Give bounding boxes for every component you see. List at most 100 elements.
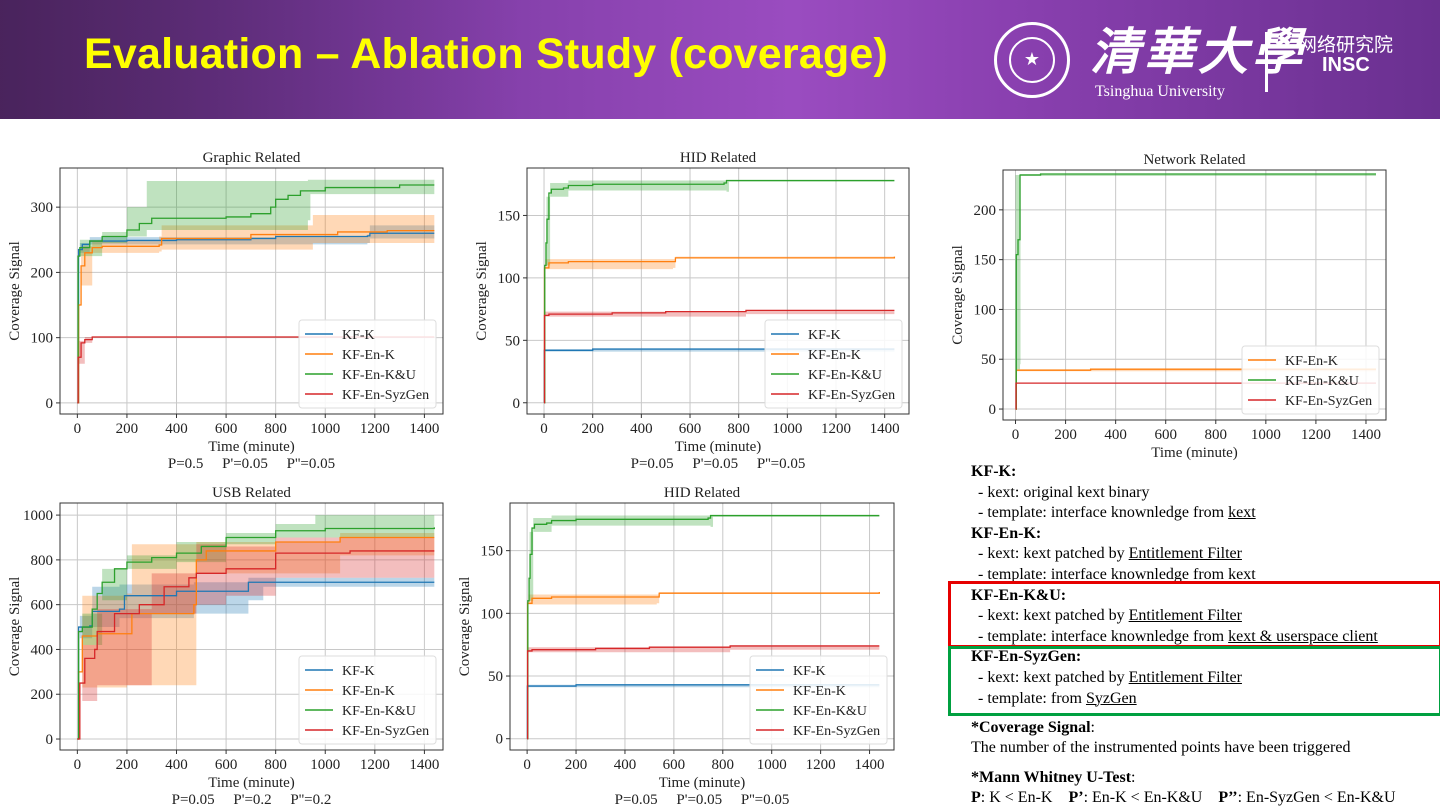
plot-frame xyxy=(509,502,895,751)
seal-inner-ring: ★ xyxy=(1009,37,1055,83)
legend-label: KF-En-K&U xyxy=(1285,374,1359,389)
x-tick-label: 600 xyxy=(1154,427,1177,443)
series-line-kf-en-syzgen xyxy=(526,645,880,740)
y-axis-label: Coverage Signal xyxy=(7,577,23,677)
x-tick-label: 1200 xyxy=(360,421,390,437)
x-tick-label: 200 xyxy=(116,421,139,437)
legend-label: KF-En-K&U xyxy=(808,368,882,383)
x-tick-label: 1400 xyxy=(409,421,439,437)
coverage-signal-definition: *Coverage Signal: The number of the inst… xyxy=(971,718,1350,758)
series-line-kf-en-k&u xyxy=(544,179,895,404)
x-tick-label: 1200 xyxy=(806,757,836,773)
p-double-prime-definition: : En-SyzGen < En-K&U xyxy=(1237,789,1396,806)
legend-label: KF-En-SyzGen xyxy=(808,388,895,403)
legend-box xyxy=(298,655,437,745)
text: - template: from xyxy=(978,689,1086,707)
y-tick-label: 200 xyxy=(31,687,54,703)
chart-hid-related: 0 200 400 600 800 1000 1200 1400 0 50 100 150 HID Re… xyxy=(457,485,895,808)
series-line-kf-k xyxy=(77,232,435,404)
p-value-definitions: P: K < En-K P’: En-K < En-K&U P’’: En-Sy… xyxy=(971,788,1396,808)
x-axis-label: Time (minute) xyxy=(675,439,762,455)
legend-label: KF-K xyxy=(793,664,826,679)
x-tick-label: 1400 xyxy=(409,757,439,773)
legend-label: KF-En-K xyxy=(342,684,395,699)
x-tick-label: 200 xyxy=(565,757,588,773)
p-label: P xyxy=(971,789,981,806)
chart-title: Network Related xyxy=(1143,152,1246,168)
mann-whitney-definition: *Mann Whitney U-Test: P: K < En-K P’: En… xyxy=(971,768,1396,808)
y-tick-label: 150 xyxy=(974,253,997,269)
legend-label: KF-En-K xyxy=(808,348,861,363)
p-double-prime-label: P’’ xyxy=(1218,789,1238,806)
text: - kext: kext patched by xyxy=(978,545,1129,563)
y-axis-label: Coverage Signal xyxy=(950,245,966,345)
y-axis-label: Coverage Signal xyxy=(7,241,23,341)
x-tick-label: 200 xyxy=(1054,427,1077,443)
star-icon: ★ xyxy=(1023,49,1041,70)
y-tick-label: 1000 xyxy=(23,508,53,524)
legend-label: KF-En-SyzGen xyxy=(342,388,429,403)
legend-label: KF-En-K xyxy=(1285,354,1338,369)
y-tick-label: 200 xyxy=(974,203,997,219)
note-syzgen-title: KF-En-SyzGen: xyxy=(971,648,1082,666)
chart-title: HID Related xyxy=(664,485,741,501)
colon: : xyxy=(1090,719,1095,736)
chart-usb-related: 0 200 400 600 800 1000 1200 1400 0 200 400 600 800 10… xyxy=(7,485,444,808)
note-kfenk-template: - template: interface knownledge from ke… xyxy=(978,565,1256,583)
underlined-text: Entitlement Filter xyxy=(1128,607,1242,625)
chart-hid-related: 0 200 400 600 800 1000 1200 1400 0 50 100 150 HID Re… xyxy=(474,150,910,472)
coverage-signal-text: The number of the instrumented points ha… xyxy=(971,739,1351,756)
note-kfenku-template: - template: interface knownledge from ke… xyxy=(971,627,1378,648)
legend-box xyxy=(1241,345,1380,415)
tsinghua-seal-logo: ★ xyxy=(994,22,1070,98)
chart-graphic-related: 0 200 400 600 800 1000 1200 1400 0 100 200 300 Graph… xyxy=(7,150,444,472)
confidence-band-kf-en-k&u xyxy=(77,179,435,403)
x-tick-label: 600 xyxy=(215,757,238,773)
note-kfk-template: - template: interface knownledge from ke… xyxy=(971,503,1378,524)
legend-label: KF-En-K&U xyxy=(793,704,867,719)
x-tick-label: 1000 xyxy=(1251,427,1281,443)
x-tick-label: 1000 xyxy=(772,421,802,437)
slide-header: Evaluation – Ablation Study (coverage) ★… xyxy=(0,0,1440,119)
underlined-text: kext xyxy=(1228,504,1256,522)
note-kfenk-kext: - kext: kext patched by Entitlement Filt… xyxy=(971,544,1378,565)
y-tick-label: 150 xyxy=(498,208,521,224)
insc-name: INSC xyxy=(1322,54,1370,76)
x-tick-label: 400 xyxy=(614,757,637,773)
series-line-kf-en-k xyxy=(77,229,435,404)
p-values: P=0.05 P'=0.05 P''=0.05 xyxy=(615,792,790,808)
series-line-kf-en-syzgen xyxy=(77,550,435,740)
x-tick-label: 0 xyxy=(74,757,82,773)
x-tick-label: 0 xyxy=(1012,427,1020,443)
legend-box xyxy=(764,319,903,409)
legend-label: KF-En-K&U xyxy=(342,368,416,383)
plot-frame xyxy=(526,167,910,415)
legend-label: KF-En-K&U xyxy=(342,704,416,719)
x-tick-label: 1200 xyxy=(360,757,390,773)
p-values: P=0.5 P'=0.05 P''=0.05 xyxy=(168,456,335,472)
y-tick-label: 150 xyxy=(481,544,504,560)
mann-whitney-title: *Mann Whitney U-Test xyxy=(971,769,1132,786)
x-tick-label: 800 xyxy=(712,757,735,773)
legend: KF-K KF-En-K KF-En-K&U KF-En-SyzGen xyxy=(298,319,437,409)
confidence-band-kf-en-syzgen xyxy=(77,537,435,740)
legend: KF-K KF-En-K KF-En-K&U KF-En-SyzGen xyxy=(749,655,888,745)
y-tick-label: 50 xyxy=(505,333,520,349)
underlined-text: SyzGen xyxy=(1085,689,1137,707)
chart-title: HID Related xyxy=(680,150,757,166)
series-line-kf-en-k&u xyxy=(527,514,880,740)
legend-label: KF-K xyxy=(808,328,841,343)
chart-title: Graphic Related xyxy=(203,150,301,166)
chart-title: USB Related xyxy=(212,485,291,501)
plot-frame xyxy=(59,167,444,415)
x-tick-label: 800 xyxy=(264,421,287,437)
note-syzgen-template: - template: from SyzGen xyxy=(971,689,1378,710)
y-tick-label: 100 xyxy=(974,302,997,318)
x-tick-label: 600 xyxy=(663,757,686,773)
legend-box xyxy=(298,319,437,409)
text: - kext: kext patched by xyxy=(978,607,1129,625)
x-tick-label: 800 xyxy=(264,757,287,773)
confidence-band-kf-en-k xyxy=(77,533,435,740)
legend-label: KF-K xyxy=(342,328,375,343)
